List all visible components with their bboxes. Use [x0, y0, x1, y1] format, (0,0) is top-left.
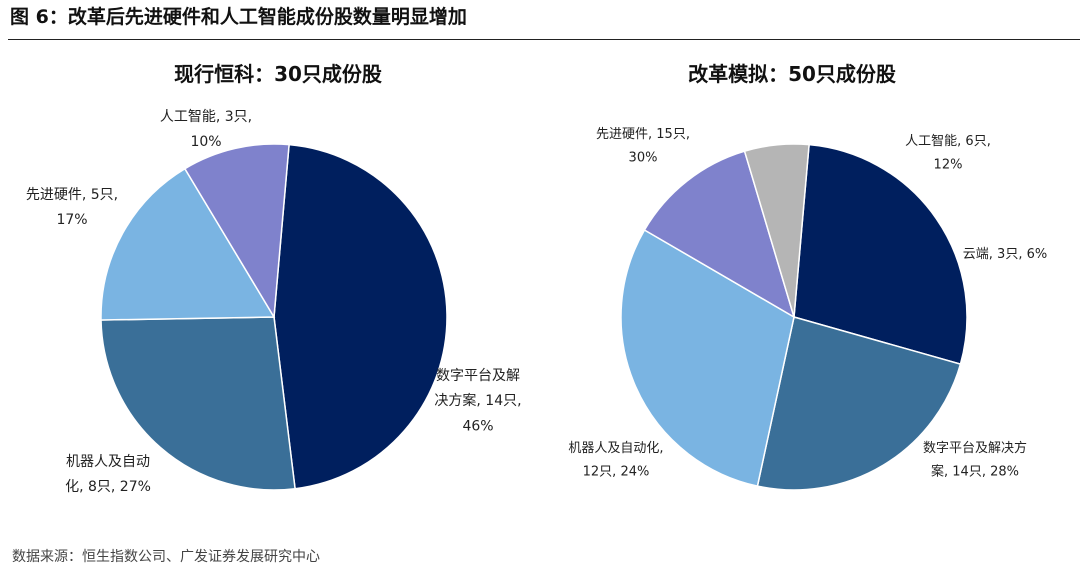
pie-slice	[183, 143, 290, 320]
pie-slice	[743, 143, 810, 318]
slice-label: 机器人及自动化, 12只, 24%	[568, 441, 663, 479]
figure-title: 图 6：改革后先进硬件和人工智能成份股数量明显增加	[10, 6, 467, 28]
pie-slice	[100, 316, 296, 491]
pie-reform: 数字平台及解决方案, 14只, 28% 机器人及自动化, 12只, 24% 先进硬件,…	[568, 127, 1047, 491]
slice-label: 数字平台及解决方案, 14只, 46%	[434, 368, 521, 434]
slice-label: 数字平台及解决方案, 14只, 28%	[923, 440, 1027, 479]
slice-label: 机器人及自动化, 8只, 27%	[65, 454, 151, 495]
pie-slice	[620, 228, 795, 487]
pie-slice	[793, 143, 968, 366]
pie-slice	[756, 316, 962, 491]
pie-current: 数字平台及解决方案, 14只, 46% 机器人及自动化, 8只, 27% 先进硬件, …	[26, 109, 522, 495]
slice-label: 人工智能, 3只, 10%	[160, 109, 252, 150]
pie-slice	[100, 167, 276, 321]
chart-title-reform: 改革模拟：50只成份股	[688, 62, 896, 86]
slice-label: 先进硬件, 15只, 30%	[596, 127, 690, 165]
pie-slice	[273, 143, 448, 490]
data-source: 数据来源：恒生指数公司、广发证券发展研究中心	[12, 549, 320, 565]
slice-label: 人工智能, 6只, 12%	[905, 134, 991, 172]
slice-label: 先进硬件, 5只, 17%	[26, 187, 118, 228]
chart-title-current: 现行恒科：30只成份股	[174, 62, 382, 86]
slice-label: 云端, 3只, 6%	[963, 247, 1047, 262]
title-divider	[8, 39, 1080, 40]
